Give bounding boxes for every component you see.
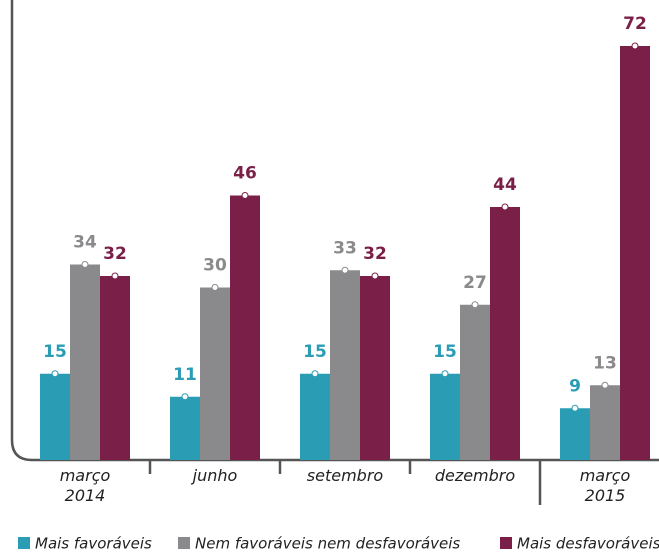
bar-dot — [571, 404, 579, 412]
legend-label: Mais favoráveis — [35, 535, 152, 553]
legend-swatch — [18, 537, 30, 549]
bar — [70, 264, 100, 460]
bar-dot — [111, 272, 119, 280]
bar-dot — [81, 261, 89, 268]
value-label: 13 — [593, 353, 617, 373]
x-tick-label: setembro — [306, 466, 384, 485]
value-label: 9 — [569, 376, 581, 396]
bar-dot — [241, 192, 249, 199]
bar — [200, 287, 230, 460]
bar — [170, 396, 200, 460]
bar — [590, 385, 620, 460]
value-label: 32 — [103, 244, 127, 264]
bar-dot — [311, 370, 319, 378]
axis — [10, 0, 659, 462]
bar-dot — [441, 370, 449, 378]
legend-label: Nem favoráveis nem desfavoráveis — [195, 535, 460, 553]
value-label: 33 — [333, 238, 357, 258]
value-label: 32 — [363, 244, 387, 264]
bar — [430, 373, 460, 460]
bar — [300, 373, 330, 460]
bar — [460, 304, 490, 460]
legend-swatch — [500, 537, 512, 549]
bar-dot — [471, 301, 479, 309]
x-tick-label: março 2015 — [579, 466, 631, 505]
bar — [490, 207, 520, 460]
bar — [40, 373, 70, 460]
bar-dot — [211, 284, 219, 291]
bar-dot — [341, 266, 349, 274]
value-label: 34 — [73, 233, 97, 253]
bar — [230, 195, 260, 460]
x-tick-label: dezembro — [434, 466, 516, 485]
bar — [560, 408, 590, 460]
legend-label: Mais desfavoráveis — [517, 535, 659, 553]
value-label: 15 — [433, 342, 457, 362]
bar — [620, 46, 650, 460]
value-label: 72 — [623, 14, 647, 34]
value-label: 11 — [173, 365, 197, 385]
bar — [360, 276, 390, 460]
value-label: 30 — [203, 256, 227, 276]
bar-dot — [601, 381, 609, 389]
bar-dot — [631, 42, 639, 50]
bar — [100, 276, 130, 460]
value-label: 46 — [233, 164, 257, 184]
bar-dot — [181, 393, 189, 401]
bar — [330, 270, 360, 460]
value-label: 15 — [303, 342, 327, 362]
x-tick-label: março 2014 — [59, 466, 111, 505]
bar-dot — [371, 272, 379, 280]
bar-dot — [51, 370, 59, 378]
value-label: 27 — [463, 273, 487, 293]
legend-swatch — [178, 537, 190, 549]
x-tick-label: junho — [192, 466, 238, 485]
bar-dot — [501, 203, 509, 211]
value-label: 15 — [43, 342, 67, 362]
value-label: 44 — [493, 175, 517, 195]
